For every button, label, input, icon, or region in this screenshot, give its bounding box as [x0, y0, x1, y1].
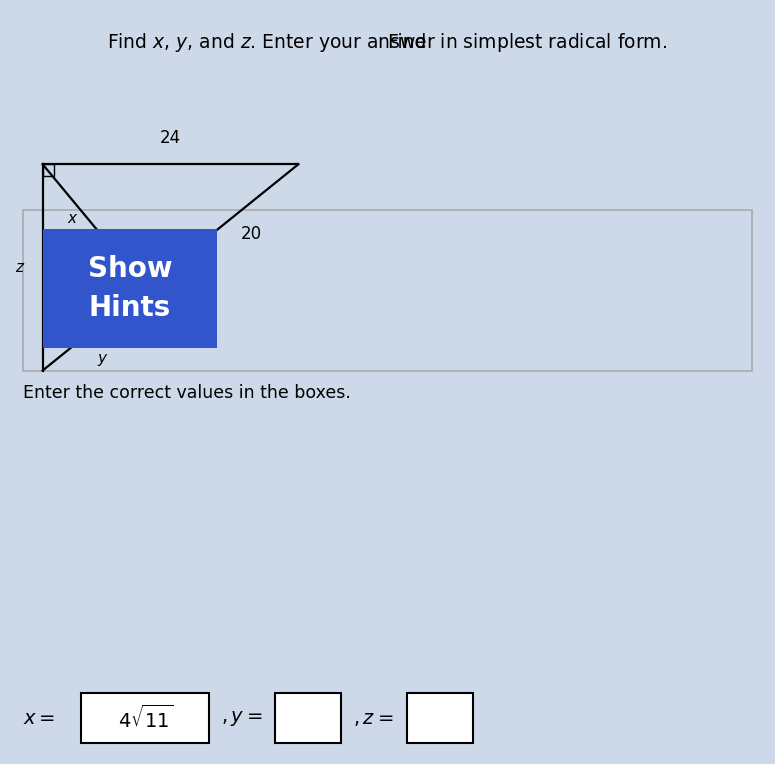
Text: $4\sqrt{11}$: $4\sqrt{11}$ — [118, 704, 173, 732]
Text: Find $x$, $y$, and $z$. Enter your answer in simplest radical form.: Find $x$, $y$, and $z$. Enter your answe… — [108, 31, 667, 53]
Text: $, z =$: $, z =$ — [353, 709, 393, 727]
FancyBboxPatch shape — [407, 694, 473, 743]
Text: x: x — [68, 211, 77, 226]
Text: 20: 20 — [241, 225, 262, 243]
Text: Find: Find — [388, 33, 432, 51]
Text: Show
Hints: Show Hints — [88, 255, 172, 322]
FancyBboxPatch shape — [23, 210, 752, 371]
Text: y: y — [97, 351, 106, 365]
FancyBboxPatch shape — [43, 229, 217, 348]
Text: z: z — [16, 260, 23, 275]
Text: 24: 24 — [160, 129, 181, 147]
Text: Enter the correct values in the boxes.: Enter the correct values in the boxes. — [23, 384, 351, 403]
FancyBboxPatch shape — [275, 694, 341, 743]
Text: $, y =$: $, y =$ — [221, 709, 263, 727]
Text: $x =$: $x =$ — [23, 709, 56, 727]
FancyBboxPatch shape — [81, 694, 209, 743]
